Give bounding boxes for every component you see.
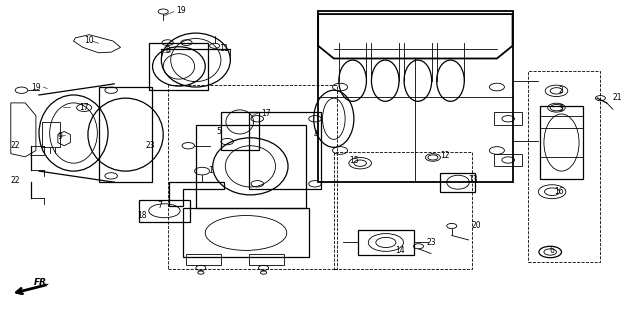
Text: 1: 1 (209, 166, 214, 175)
Bar (494, 112, 522, 125)
Bar (183, 208, 309, 257)
Text: 20: 20 (472, 220, 481, 229)
Text: 23: 23 (146, 141, 155, 150)
Bar (221, 112, 258, 150)
Text: 13: 13 (469, 174, 478, 184)
Text: 12: 12 (440, 151, 450, 160)
Bar (358, 230, 414, 255)
Text: 2: 2 (558, 86, 563, 95)
Text: 21: 21 (613, 93, 622, 102)
Bar (168, 85, 337, 269)
Text: 8: 8 (166, 46, 171, 55)
Text: 17: 17 (261, 108, 272, 117)
Bar (42, 122, 60, 147)
Text: 17: 17 (79, 103, 89, 112)
Bar (139, 200, 190, 222)
Bar (149, 43, 209, 90)
Text: 15: 15 (349, 156, 359, 165)
Text: 11: 11 (220, 44, 229, 53)
Bar (186, 254, 221, 265)
Text: 9: 9 (58, 132, 63, 141)
Bar (440, 173, 475, 192)
Text: 16: 16 (554, 187, 564, 196)
Text: 22: 22 (11, 141, 20, 150)
Text: 4: 4 (314, 130, 319, 139)
Text: 6: 6 (549, 246, 554, 255)
Bar (494, 154, 522, 166)
Bar (318, 11, 513, 182)
Text: 3: 3 (558, 104, 563, 113)
Text: 19: 19 (176, 6, 185, 15)
Text: 22: 22 (11, 176, 20, 185)
Bar (249, 112, 321, 188)
Bar (196, 125, 306, 208)
Bar (99, 87, 152, 182)
Bar (529, 71, 600, 261)
Text: 19: 19 (32, 83, 41, 92)
Bar (539, 106, 583, 179)
Bar (249, 254, 284, 265)
Text: 5: 5 (216, 127, 221, 136)
Text: 18: 18 (137, 211, 146, 220)
Text: 23: 23 (427, 238, 436, 247)
Bar (334, 152, 472, 269)
Text: 10: 10 (84, 36, 94, 44)
Text: 14: 14 (395, 246, 405, 255)
Text: 7: 7 (157, 202, 162, 211)
Text: FR.: FR. (34, 278, 50, 287)
